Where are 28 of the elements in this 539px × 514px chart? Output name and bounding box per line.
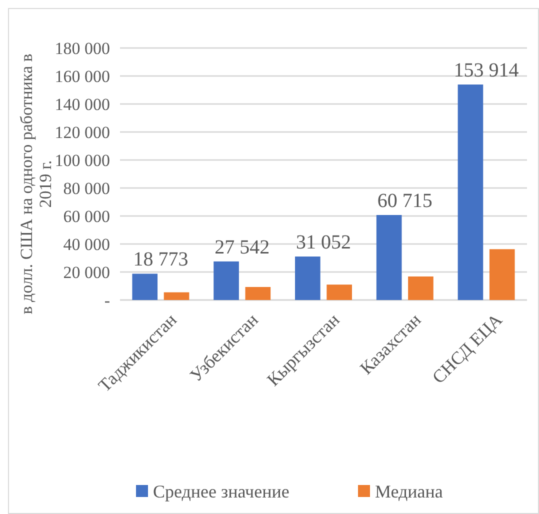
bar — [326, 284, 352, 300]
bar — [489, 249, 515, 300]
y-tick-label: 60 000 — [63, 206, 110, 226]
y-tick-label: - — [104, 290, 110, 310]
y-tick-label: 100 000 — [54, 150, 110, 170]
bar — [295, 256, 320, 300]
y-tick-label: 140 000 — [54, 94, 110, 114]
data-label: 27 542 — [214, 236, 270, 258]
bar — [245, 286, 271, 300]
y-tick-label: 120 000 — [54, 122, 110, 142]
y-tick-label: 160 000 — [54, 66, 110, 86]
bar — [132, 274, 158, 300]
legend-label: Медиана — [375, 481, 443, 502]
bar — [408, 276, 434, 300]
bar — [214, 261, 239, 300]
y-axis-title: в долл. США на одного работника в 2019 г. — [17, 54, 55, 314]
data-label: 153 914 — [454, 60, 519, 82]
y-tick-label: 40 000 — [63, 234, 110, 254]
y-tick-label: 80 000 — [63, 178, 110, 198]
y-tick-label: 180 000 — [54, 38, 110, 58]
legend-label: Среднее значение — [153, 481, 290, 502]
y-tick-label: 20 000 — [63, 262, 110, 282]
bar — [376, 215, 402, 300]
bar — [458, 84, 484, 300]
bar — [164, 292, 190, 300]
data-label: 60 715 — [377, 190, 432, 212]
data-label: 18 773 — [133, 248, 188, 271]
data-label: 31 052 — [296, 232, 351, 254]
